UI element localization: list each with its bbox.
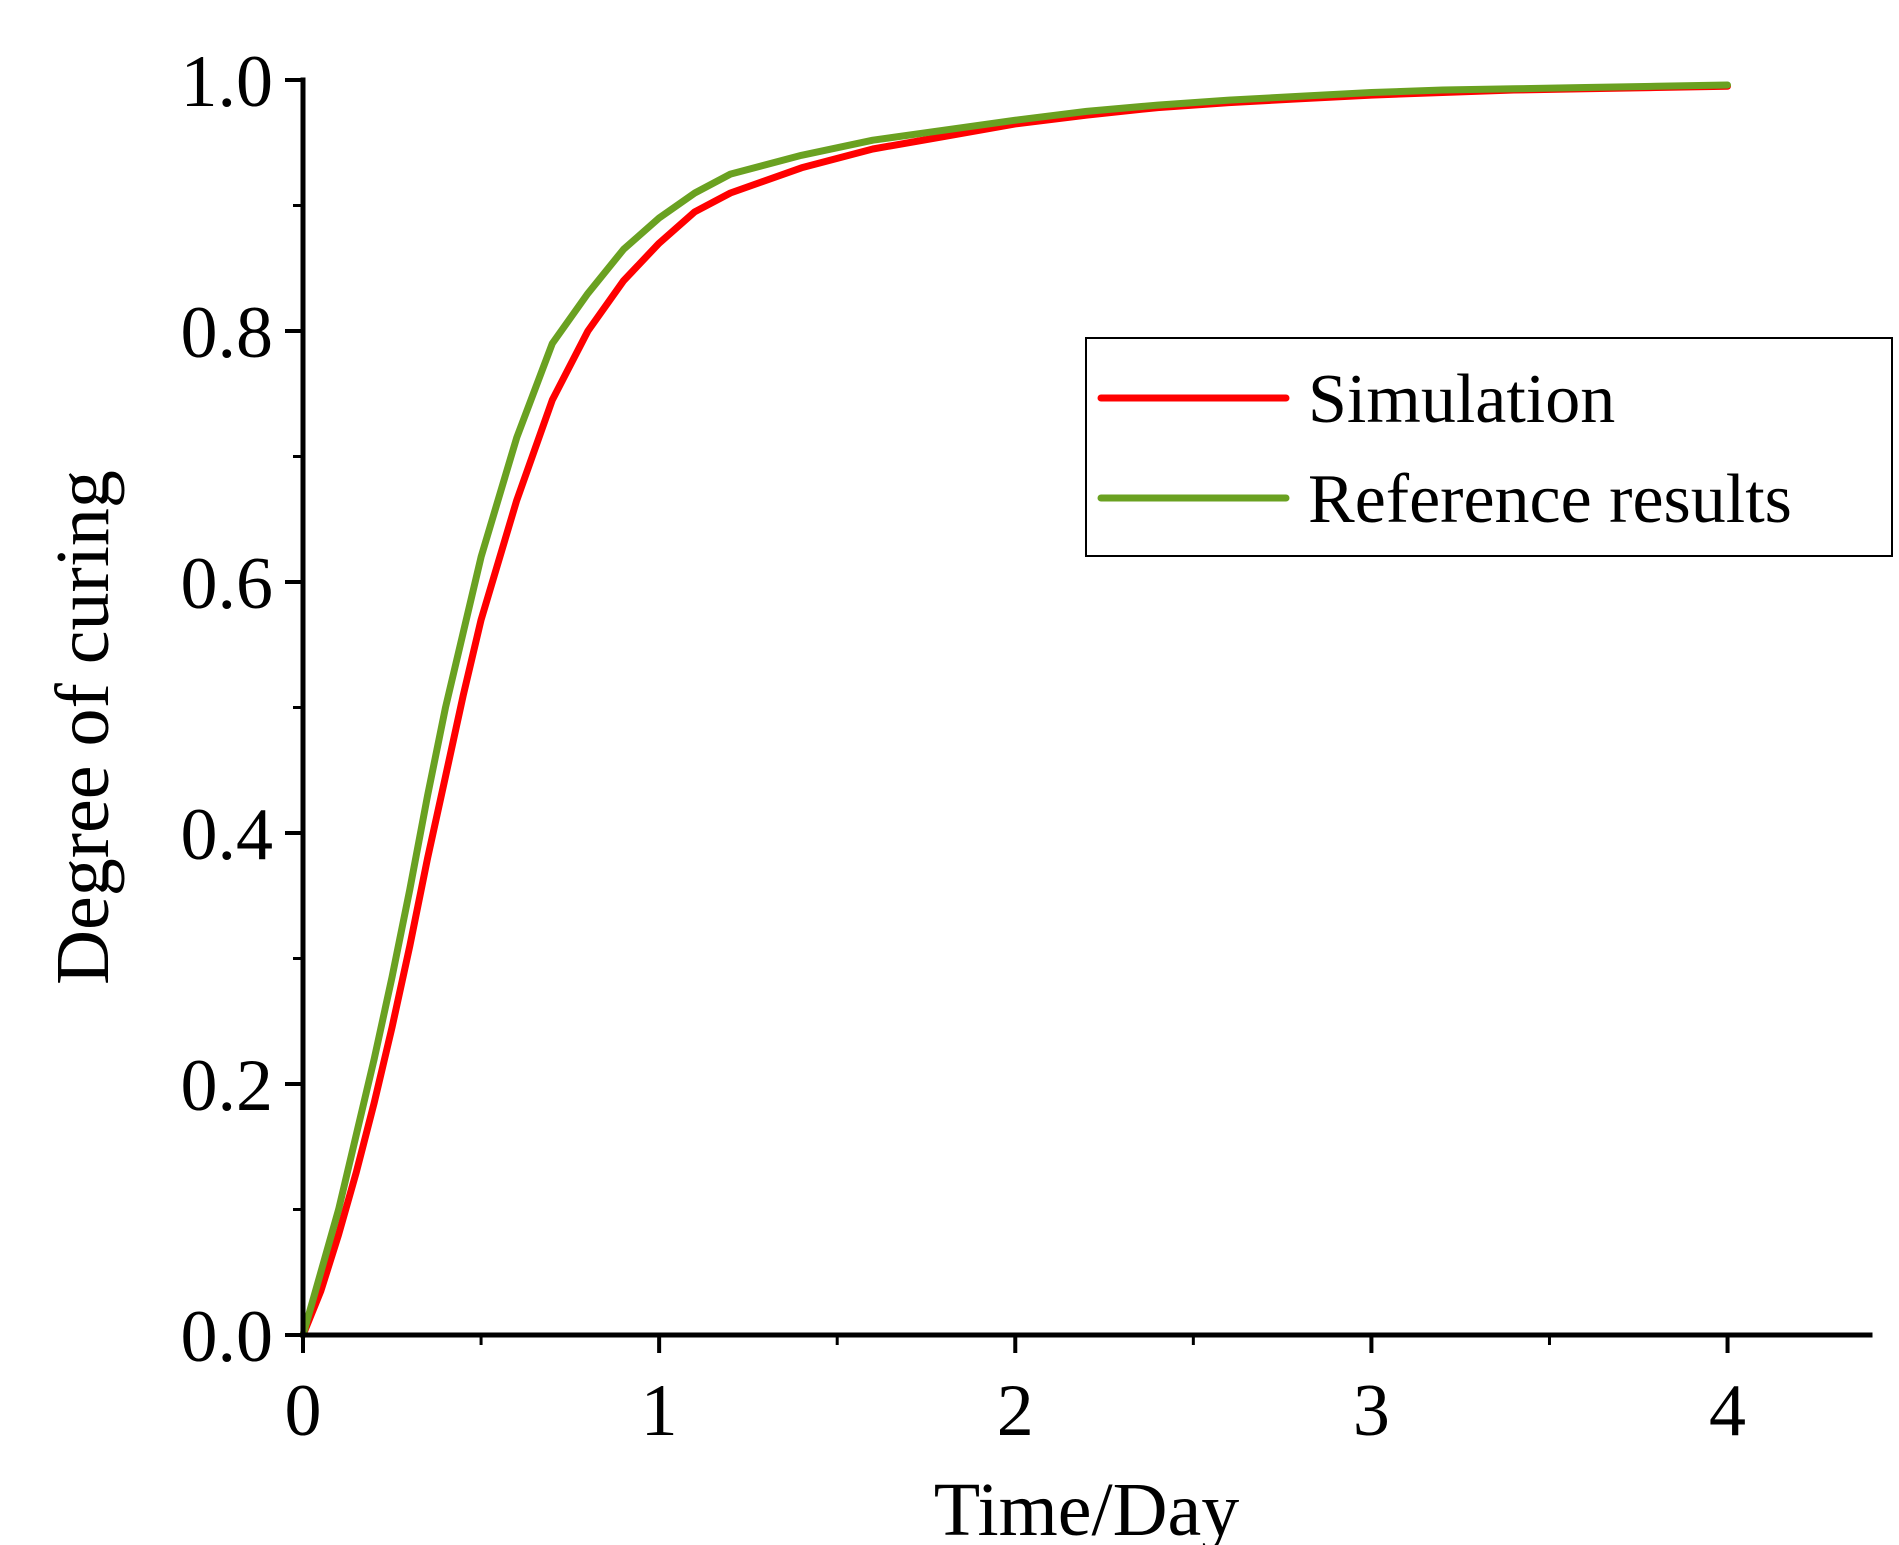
series-line-reference-results bbox=[299, 81, 1731, 1339]
x-ticks: 0 1 2 3 4 bbox=[285, 1335, 1746, 1452]
legend-label-reference-results: Reference results bbox=[1308, 461, 1792, 538]
y-tick-label: 0.0 bbox=[181, 1296, 274, 1378]
y-tick-label: 1.0 bbox=[181, 41, 274, 123]
x-tick-label: 0 bbox=[285, 1370, 322, 1452]
x-tick-label: 4 bbox=[1709, 1370, 1746, 1452]
x-axis-title: Time/Day bbox=[934, 1468, 1239, 1545]
x-tick-label: 2 bbox=[997, 1370, 1034, 1452]
y-tick-label: 0.2 bbox=[181, 1045, 274, 1127]
series-layer bbox=[299, 81, 1731, 1339]
x-tick-label: 1 bbox=[641, 1370, 678, 1452]
x-tick-label: 3 bbox=[1353, 1370, 1390, 1452]
y-ticks: 0.0 0.2 0.4 0.6 0.8 1.0 bbox=[181, 41, 303, 1378]
y-tick-label: 0.4 bbox=[181, 794, 274, 876]
legend-box bbox=[1085, 337, 1893, 557]
y-tick-label: 0.6 bbox=[181, 543, 274, 625]
legend-label-simulation: Simulation bbox=[1308, 361, 1615, 438]
legend: Simulation Reference results bbox=[1085, 337, 1893, 557]
y-tick-label: 0.8 bbox=[181, 292, 274, 374]
y-axis-title: Degree of curing bbox=[41, 470, 125, 985]
